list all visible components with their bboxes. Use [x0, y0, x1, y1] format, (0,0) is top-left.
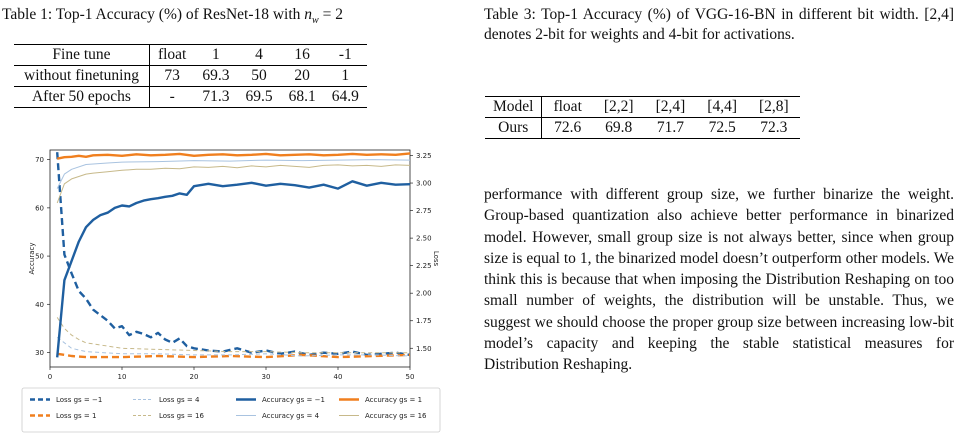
table-header: 1: [212, 46, 220, 63]
table-header: Fine tune: [52, 46, 111, 63]
legend-label: Loss gs = 4: [159, 396, 200, 404]
table-header: [2,8]: [758, 98, 789, 115]
y-tick-label: 30: [35, 349, 44, 357]
table-cell: 72.3: [760, 119, 788, 136]
series-line-3: [56, 317, 410, 354]
table-cell: 69.5: [245, 88, 273, 105]
y-right-tick-label: 1.75: [416, 317, 432, 325]
table-cell: 50: [251, 67, 267, 84]
table-header: 16: [294, 46, 310, 63]
x-tick-label: 20: [190, 373, 199, 381]
series-line-4: [56, 180, 411, 358]
table-cell: 69.8: [605, 119, 633, 136]
series-line-0: [56, 152, 411, 357]
table3: Model float [2,2] [2,4] [4,4] [2,8] Ours…: [485, 96, 800, 139]
y-tick-label: 60: [35, 204, 44, 212]
y-tick-label: 70: [35, 156, 44, 164]
table-header: [4,4]: [707, 98, 737, 115]
legend-label: Accuracy gs = −1: [262, 396, 325, 404]
y-right-tick-label: 3.25: [416, 152, 432, 160]
table-cell: 73: [148, 65, 195, 87]
table-cell: without finetuning: [24, 67, 139, 84]
table-cell: 20: [294, 67, 310, 84]
table-cell: 64.9: [331, 88, 359, 105]
plot-frame: [49, 149, 411, 368]
table3-caption: Table 3: Top-1 Accuracy (%) of VGG-16-BN…: [484, 6, 954, 43]
y-right-tick-label: 1.50: [416, 345, 432, 353]
training-curves-chart: 0 10 20 30 40 50 30 40 50 60 70 1.50 1.75 2.00 2.25 2.5…: [21, 149, 441, 433]
table-header: [2,4]: [655, 98, 686, 115]
table1: Fine tune float 1 4 16 -1 without finetu…: [14, 44, 367, 108]
table1-caption: Table 1: Top-1 Accuracy (%) of ResNet-18…: [2, 6, 343, 27]
x-tick-label: 0: [48, 373, 52, 381]
series-line-1: [57, 352, 411, 359]
body-paragraph: performance with different group size, w…: [484, 186, 954, 374]
y-right-tick-label: 2.50: [416, 235, 432, 243]
series-line-5: [56, 159, 411, 189]
y-right-tick-label: 3.00: [416, 180, 432, 188]
table-cell: 71.7: [656, 119, 684, 136]
table-row: Ours 72.6 69.8 71.7 72.5 72.3: [485, 117, 800, 139]
table-cell: -: [148, 86, 195, 108]
x-tick-label: 50: [406, 373, 415, 381]
table-header-row: Model float [2,2] [2,4] [4,4] [2,8]: [485, 96, 800, 118]
y-axis-label: Accuracy: [28, 243, 36, 275]
table-header: -1: [338, 46, 352, 63]
y-right-axis-label: Loss: [432, 251, 440, 267]
table-cell: 72.6: [541, 117, 593, 139]
series-line-2: [56, 336, 411, 357]
table-row: After 50 epochs - 71.3 69.5 68.1 64.9: [14, 86, 367, 108]
table-header: float: [148, 44, 195, 66]
series-line-7: [56, 164, 411, 204]
series-line-6: [56, 152, 411, 160]
table-cell: After 50 epochs: [31, 88, 131, 105]
table-header: 4: [255, 46, 263, 63]
x-tick-label: 10: [118, 373, 127, 381]
table-cell: 68.1: [288, 88, 316, 105]
legend-label: Accuracy gs = 16: [365, 412, 427, 420]
table-cell: 69.3: [202, 67, 230, 84]
legend-label: Accuracy gs = 4: [262, 412, 320, 420]
table-cell: 72.5: [708, 119, 736, 136]
legend-label: Loss gs = 1: [56, 412, 96, 420]
y-right-tick-label: 2.00: [416, 290, 432, 298]
y-tick-label: 40: [35, 301, 44, 309]
legend-box: [21, 387, 441, 433]
legend-label: Loss gs = −1: [56, 396, 102, 404]
y-right-tick-label: 2.25: [416, 262, 432, 270]
table-cell: Ours: [498, 119, 529, 136]
table-header: [2,2]: [603, 98, 634, 115]
table-header: Model: [493, 98, 534, 115]
table-cell: 71.3: [202, 88, 230, 105]
legend-label: Accuracy gs = 1: [365, 396, 422, 404]
table-cell: 1: [341, 67, 350, 84]
y-right-tick-label: 2.75: [416, 207, 432, 215]
table-header-row: Fine tune float 1 4 16 -1: [14, 44, 367, 66]
legend-label: Loss gs = 16: [159, 412, 204, 420]
x-tick-label: 30: [262, 373, 271, 381]
table-row: without finetuning 73 69.3 50 20 1: [14, 65, 367, 87]
x-tick-label: 40: [334, 373, 343, 381]
table-header: float: [541, 96, 593, 118]
y-tick-label: 50: [35, 253, 44, 261]
